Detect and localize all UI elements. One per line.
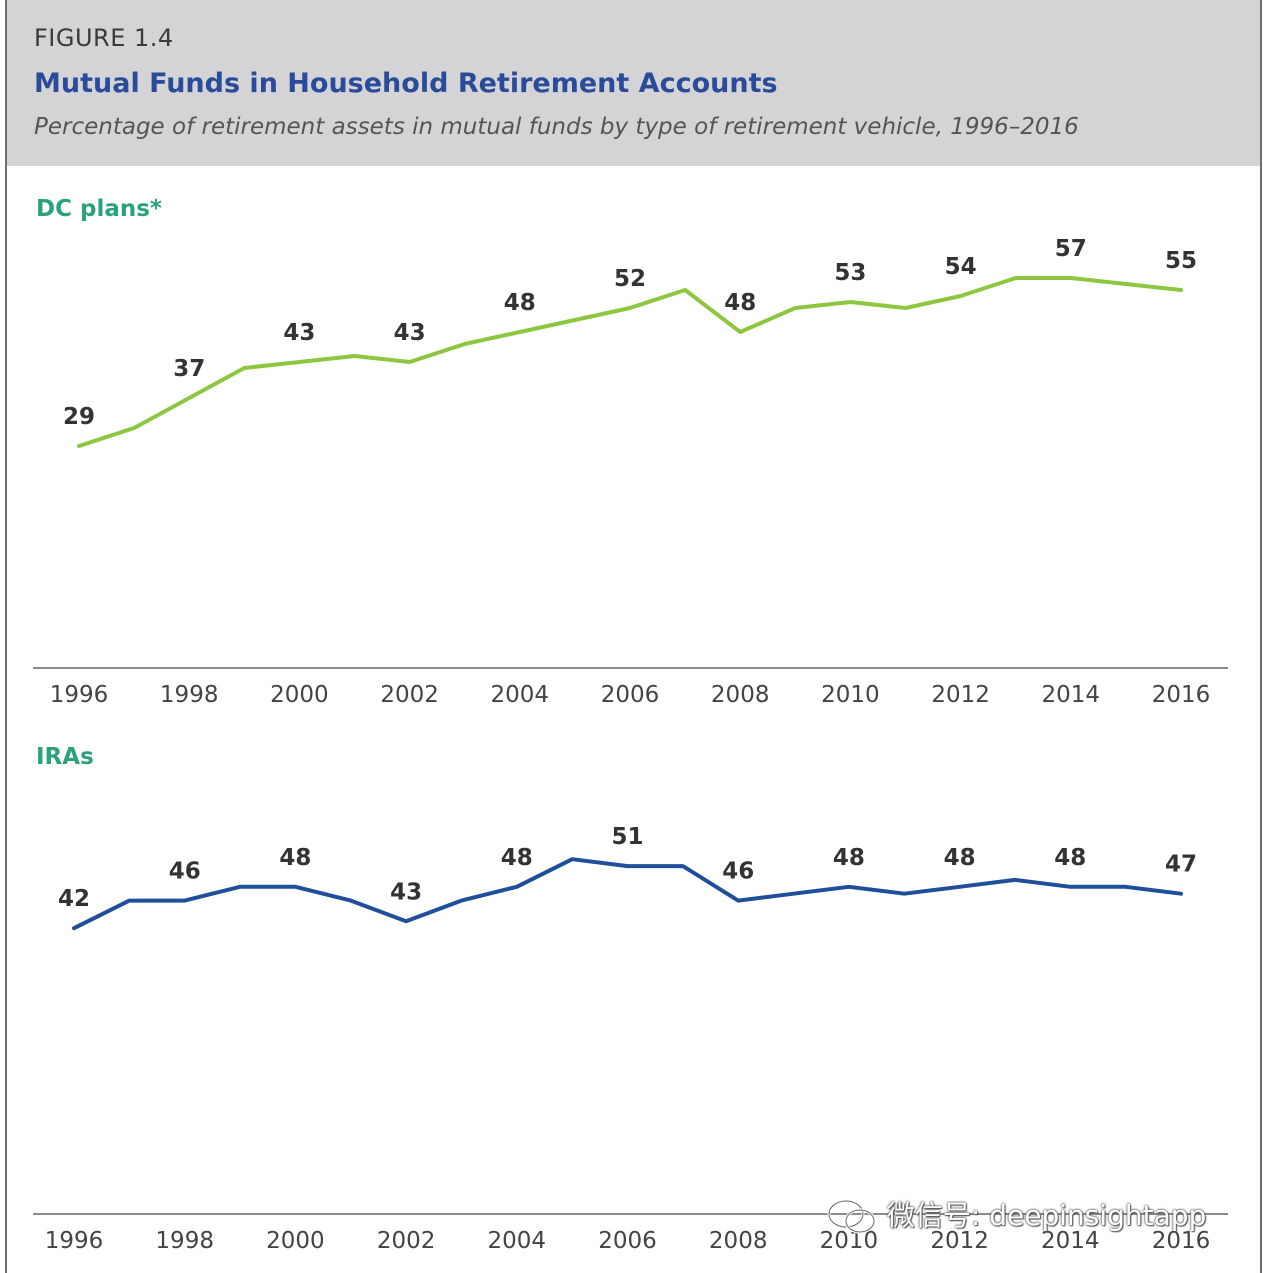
dc-tick-label: 2014 (1042, 682, 1101, 708)
dc-data-label: 48 (504, 290, 536, 316)
dc-data-label: 43 (283, 320, 315, 346)
ira-data-label: 47 (1165, 852, 1197, 878)
ira-tick-label: 2000 (266, 1228, 325, 1254)
dc-tick-label: 2016 (1152, 682, 1211, 708)
ira-tick-label: 2014 (1041, 1228, 1100, 1254)
ira-tick-label: 2006 (598, 1228, 657, 1254)
ira-data-label: 46 (722, 859, 754, 885)
ira-panel-label: IRAs (36, 744, 94, 770)
dc-data-label: 53 (834, 260, 866, 286)
ira-data-label: 48 (944, 845, 976, 871)
dc-tick-label: 2002 (380, 682, 439, 708)
ira-tick-label: 2008 (709, 1228, 768, 1254)
dc-tick-label: 2004 (491, 682, 550, 708)
ira-data-label: 48 (501, 845, 533, 871)
dc-tick-label: 2010 (821, 682, 880, 708)
ira-data-label: 42 (58, 886, 90, 912)
ira-tick-label: 2016 (1152, 1228, 1211, 1254)
ira-tick-label: 2004 (488, 1228, 547, 1254)
wechat-icon (827, 1199, 876, 1234)
dc-plans-panel-label: DC plans* (36, 196, 162, 222)
ira-data-label: 48 (1054, 845, 1086, 871)
figure-frame (5, 0, 1262, 1273)
dc-data-label: 52 (614, 266, 646, 292)
dc-tick-label: 1996 (50, 682, 109, 708)
dc-tick-label: 2008 (711, 682, 770, 708)
dc-data-label: 29 (63, 404, 95, 430)
dc-tick-label: 1998 (160, 682, 219, 708)
dc-series-line (77, 276, 1183, 448)
dc-data-label: 43 (394, 320, 426, 346)
dc-data-label: 37 (173, 356, 205, 382)
ira-tick-label: 2010 (820, 1228, 879, 1254)
dc-data-label: 54 (945, 254, 977, 280)
dc-data-label: 57 (1055, 236, 1087, 262)
dc-data-label: 55 (1165, 248, 1197, 274)
figure-header (7, 0, 1260, 166)
ira-tick-label: 1998 (155, 1228, 214, 1254)
ira-data-label: 48 (279, 845, 311, 871)
ira-tick-label: 2012 (930, 1228, 989, 1254)
ira-data-label: 51 (611, 824, 643, 850)
ira-tick-label: 1996 (45, 1228, 104, 1254)
ira-data-label: 46 (169, 859, 201, 885)
dc-tick-label: 2006 (601, 682, 660, 708)
dc-tick-label: 2000 (270, 682, 329, 708)
ira-data-label: 43 (390, 879, 422, 905)
watermark-text: 微信号: deepinsightapp (886, 1199, 1207, 1232)
ira-tick-label: 2002 (377, 1228, 436, 1254)
figure-label: FIGURE 1.4 (34, 24, 174, 52)
watermark: 微信号: deepinsightapp (826, 1194, 1206, 1235)
dc-tick-label: 2012 (931, 682, 990, 708)
ira-data-label: 48 (833, 845, 865, 871)
figure-title: Mutual Funds in Household Retirement Acc… (34, 68, 778, 99)
figure-subtitle: Percentage of retirement assets in mutua… (34, 114, 1079, 140)
dc-data-label: 48 (724, 290, 756, 316)
ira-series-line (72, 857, 1183, 931)
